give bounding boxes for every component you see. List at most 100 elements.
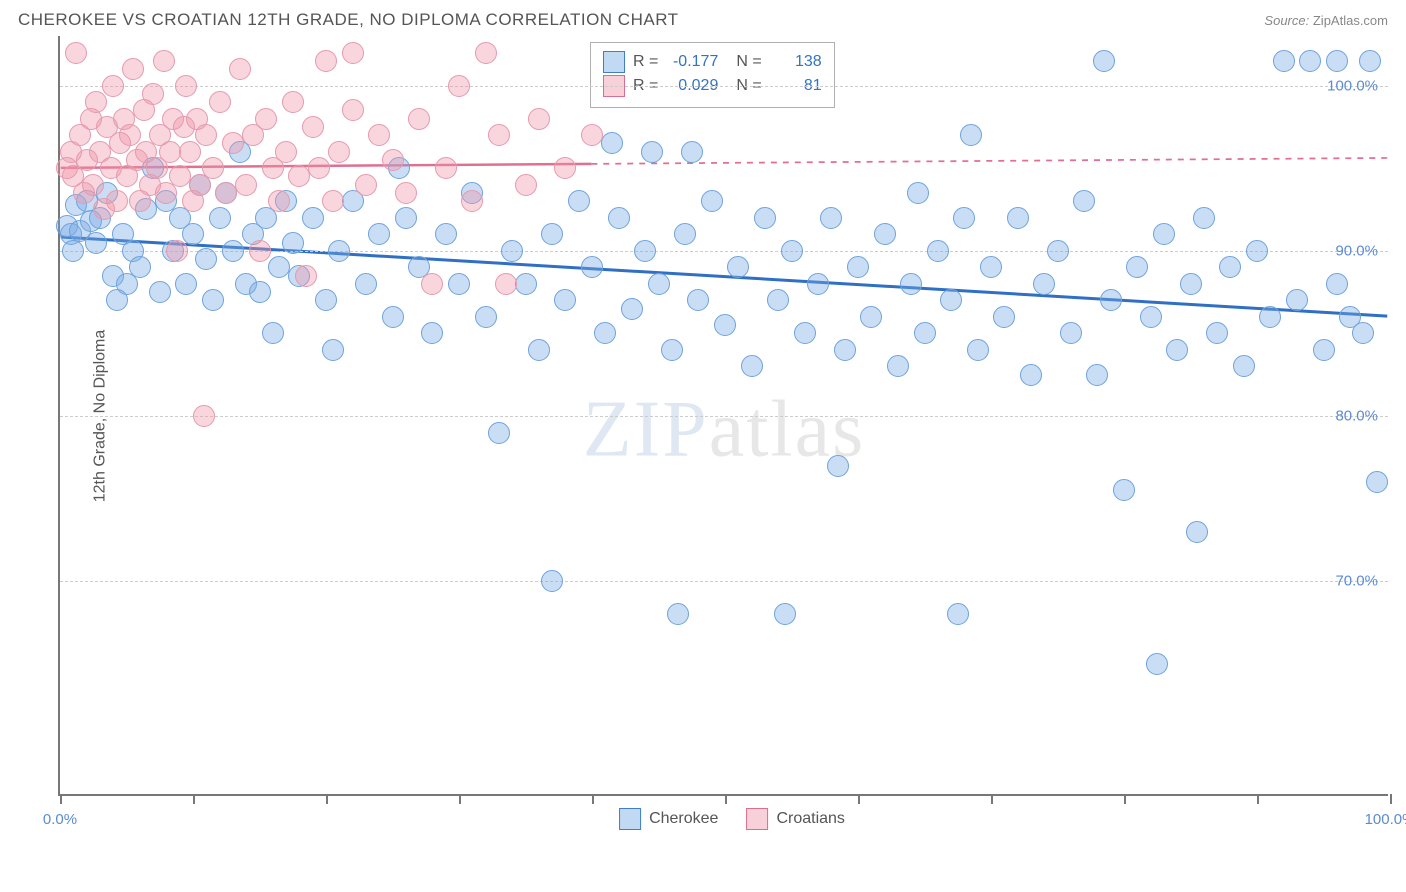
scatter-marker (554, 157, 576, 179)
scatter-marker (85, 91, 107, 113)
scatter-marker (255, 108, 277, 130)
scatter-marker (1166, 339, 1188, 361)
scatter-marker (528, 108, 550, 130)
plot-wrapper: 12th Grade, No Diploma ZIPatlas R =-0.17… (58, 36, 1406, 796)
scatter-marker (488, 124, 510, 146)
scatter-marker (581, 256, 603, 278)
scatter-marker (475, 42, 497, 64)
scatter-marker (328, 240, 350, 262)
gridline-h (60, 416, 1388, 417)
scatter-marker (621, 298, 643, 320)
legend-swatch (619, 808, 641, 830)
scatter-marker (847, 256, 869, 278)
scatter-marker (488, 422, 510, 444)
scatter-marker (900, 273, 922, 295)
scatter-marker (1126, 256, 1148, 278)
watermark: ZIPatlas (583, 385, 866, 476)
x-tick-label: 0.0% (43, 811, 77, 828)
scatter-marker (1366, 471, 1388, 493)
scatter-marker (1180, 273, 1202, 295)
trend-lines (60, 36, 1388, 794)
y-tick-label: 80.0% (1335, 408, 1378, 425)
scatter-marker (282, 232, 304, 254)
bottom-legend: CherokeeCroatians (619, 808, 845, 830)
scatter-marker (209, 207, 231, 229)
scatter-marker (202, 157, 224, 179)
scatter-marker (342, 99, 364, 121)
scatter-marker (175, 75, 197, 97)
scatter-marker (754, 207, 776, 229)
scatter-marker (1047, 240, 1069, 262)
scatter-marker (149, 281, 171, 303)
scatter-marker (980, 256, 1002, 278)
scatter-marker (249, 240, 271, 262)
scatter-marker (1352, 322, 1374, 344)
scatter-marker (1273, 50, 1295, 72)
r-label: R = (633, 53, 658, 71)
scatter-marker (461, 190, 483, 212)
source-label: Source: (1264, 13, 1309, 28)
scatter-marker (142, 83, 164, 105)
scatter-marker (1140, 306, 1162, 328)
scatter-marker (175, 273, 197, 295)
scatter-marker (874, 223, 896, 245)
scatter-marker (1100, 289, 1122, 311)
source-value: ZipAtlas.com (1313, 13, 1388, 28)
scatter-marker (1007, 207, 1029, 229)
scatter-marker (907, 182, 929, 204)
scatter-marker (914, 322, 936, 344)
scatter-marker (102, 75, 124, 97)
scatter-marker (827, 455, 849, 477)
x-tick-label: 100.0% (1365, 811, 1406, 828)
scatter-marker (634, 240, 656, 262)
scatter-marker (1093, 50, 1115, 72)
scatter-marker (960, 124, 982, 146)
scatter-plot: ZIPatlas R =-0.177N =138R =0.029N =81 70… (58, 36, 1388, 796)
scatter-marker (1326, 50, 1348, 72)
scatter-marker (541, 223, 563, 245)
scatter-marker (515, 273, 537, 295)
scatter-marker (322, 190, 344, 212)
x-tick (592, 794, 594, 804)
scatter-marker (1259, 306, 1281, 328)
scatter-marker (1113, 479, 1135, 501)
scatter-marker (608, 207, 630, 229)
scatter-marker (195, 248, 217, 270)
legend-swatch (746, 808, 768, 830)
scatter-marker (515, 174, 537, 196)
scatter-marker (435, 157, 457, 179)
scatter-marker (947, 603, 969, 625)
source-attribution: Source: ZipAtlas.com (1264, 13, 1388, 28)
scatter-marker (1186, 521, 1208, 543)
scatter-marker (495, 273, 517, 295)
stats-legend-box: R =-0.177N =138R =0.029N =81 (590, 42, 835, 108)
scatter-marker (65, 42, 87, 64)
scatter-marker (767, 289, 789, 311)
x-tick (60, 794, 62, 804)
scatter-marker (940, 289, 962, 311)
scatter-marker (222, 132, 244, 154)
scatter-marker (475, 306, 497, 328)
scatter-marker (807, 273, 829, 295)
scatter-marker (202, 289, 224, 311)
scatter-marker (701, 190, 723, 212)
n-label: N = (736, 53, 761, 71)
scatter-marker (435, 223, 457, 245)
scatter-marker (727, 256, 749, 278)
scatter-marker (106, 190, 128, 212)
scatter-marker (229, 58, 251, 80)
scatter-marker (501, 240, 523, 262)
scatter-marker (322, 339, 344, 361)
scatter-marker (129, 256, 151, 278)
r-value: -0.177 (666, 53, 718, 71)
scatter-marker (195, 124, 217, 146)
scatter-marker (860, 306, 882, 328)
scatter-marker (667, 603, 689, 625)
scatter-marker (342, 42, 364, 64)
gridline-h (60, 86, 1388, 87)
x-tick (193, 794, 195, 804)
header-row: CHEROKEE VS CROATIAN 12TH GRADE, NO DIPL… (0, 0, 1406, 36)
scatter-marker (395, 207, 417, 229)
scatter-marker (661, 339, 683, 361)
scatter-marker (1073, 190, 1095, 212)
